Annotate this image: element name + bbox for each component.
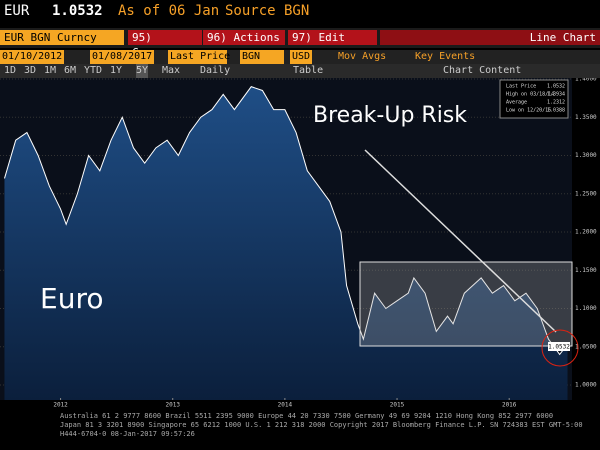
- annotation: Euro: [40, 282, 103, 315]
- legend-value: 1.2312: [547, 100, 565, 106]
- area: [4, 86, 568, 401]
- chart-content[interactable]: Chart Content: [443, 65, 522, 76]
- period-button[interactable]: 6M: [64, 65, 77, 76]
- currency-select[interactable]: USD: [290, 50, 313, 64]
- range-box: [359, 261, 573, 347]
- footer-line: Japan 81 3 3201 8900 Singapore 65 6212 1…: [60, 421, 583, 438]
- trend-line: [364, 149, 557, 333]
- key-events[interactable]: Key Events: [415, 51, 476, 62]
- highlight-circle: [541, 329, 579, 367]
- frequency[interactable]: Daily: [200, 65, 231, 76]
- header: EUR 1.0532 As of 06 Jan Source BGN: [0, 0, 600, 22]
- y-tick-label: 1.3000: [575, 152, 597, 159]
- legend-value: 1.3934: [547, 92, 565, 98]
- footer-line: Australia 61 2 9777 8600 Brazil 5511 239…: [60, 412, 554, 420]
- source-select[interactable]: BGN: [240, 50, 284, 64]
- y-tick-label: 1.1500: [575, 267, 597, 274]
- legend-label: Low on 12/20/16: [506, 108, 551, 114]
- table-button[interactable]: Table: [293, 65, 324, 76]
- end-date[interactable]: 01/08/2017: [90, 50, 155, 64]
- footer: Australia 61 2 9777 8600 Brazil 5511 239…: [0, 412, 600, 450]
- legend-label: High on 03/18/14: [506, 92, 554, 98]
- y-tick-label: 1.2500: [575, 190, 597, 197]
- start-date[interactable]: 01/10/2012: [0, 50, 65, 64]
- y-tick-label: 1.2000: [575, 229, 597, 236]
- mov-avgs[interactable]: Mov Avgs: [338, 51, 387, 62]
- ticker: EUR: [4, 3, 30, 19]
- period-button[interactable]: YTD: [84, 65, 103, 76]
- x-tick-label: 2015: [390, 402, 405, 409]
- legend-box: [499, 79, 569, 119]
- line: [4, 86, 568, 356]
- annotation: Break-Up Risk: [313, 103, 467, 128]
- period-button[interactable]: 1Y: [110, 65, 123, 76]
- legend-label: Last Price: [506, 84, 536, 90]
- y-tick-label: 1.0000: [575, 382, 597, 389]
- period-bar: Daily Table Chart Content 1D 3D 1M 6M YTD 1Y 5…: [0, 64, 600, 78]
- x-tick-label: 2014: [278, 402, 293, 409]
- chart: Break-Up Risk Euro 1.0532 1.0000 1.0500 1.…: [0, 78, 597, 409]
- actions-button[interactable]: 96) Actions: [203, 30, 285, 45]
- x-tick-label: 2016: [502, 402, 517, 409]
- y-tick-label: 1.4000: [575, 78, 597, 83]
- edit-button[interactable]: 97) Edit: [288, 30, 377, 45]
- source: Source BGN: [225, 3, 310, 19]
- settings-bar: 01/10/2012 01/08/2017 Last Price BGN USD…: [0, 50, 600, 64]
- last-label-box: [548, 342, 570, 351]
- period-button[interactable]: Max: [162, 65, 181, 76]
- period-button[interactable]: 3D: [24, 65, 37, 76]
- y-tick-label: 1.0500: [575, 343, 597, 350]
- field-select[interactable]: Last Price: [168, 50, 231, 64]
- x-tick-label: 2012: [53, 402, 68, 409]
- y-tick-label: 1.3500: [575, 114, 597, 121]
- last-label: 1.0532: [548, 344, 570, 351]
- period-button[interactable]: 1D: [4, 65, 17, 76]
- period-button[interactable]: 5Y: [136, 64, 149, 78]
- x-tick-label: 2013: [165, 402, 180, 409]
- toolbar: EUR BGN Curncy 95) Compare 96) Actions 9…: [0, 28, 600, 59]
- legend-value: 1.0532: [547, 84, 565, 90]
- legend-value: 1.0388: [547, 108, 565, 114]
- compare-button[interactable]: 95) Compare: [128, 30, 202, 59]
- y-tick-label: 1.1000: [575, 305, 597, 312]
- legend-label: Average: [506, 100, 527, 106]
- as-of: As of 06 Jan: [118, 3, 220, 19]
- view-title: Line Chart: [380, 30, 600, 45]
- price: 1.0532: [52, 3, 103, 19]
- security-input[interactable]: EUR BGN Curncy: [0, 30, 124, 45]
- period-button[interactable]: 1M: [44, 65, 57, 76]
